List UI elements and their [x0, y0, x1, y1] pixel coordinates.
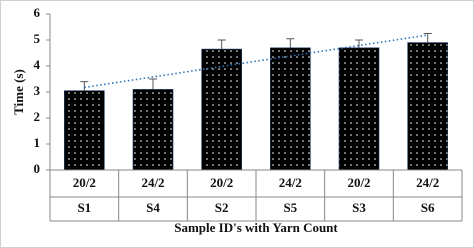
- x-tick-label: 20/2: [347, 175, 370, 190]
- y-tick-label: 6: [34, 5, 41, 20]
- y-tick-label: 5: [34, 31, 41, 46]
- x-tick-label: S4: [146, 200, 160, 215]
- bar: [132, 89, 174, 171]
- bar: [338, 47, 380, 171]
- y-tick-label: 3: [34, 83, 41, 98]
- x-tick-label: S6: [421, 200, 435, 215]
- bar: [201, 48, 242, 171]
- x-tick-label: 24/2: [141, 175, 164, 190]
- x-tick-label: S1: [77, 200, 91, 215]
- y-axis-title: Time (s): [11, 69, 26, 115]
- x-tick-label: 24/2: [279, 175, 302, 190]
- trendline: [84, 34, 428, 89]
- y-tick-label: 1: [34, 135, 41, 150]
- x-tick-label: S3: [352, 200, 366, 215]
- y-tick-label: 2: [34, 109, 41, 124]
- error-bar: [217, 39, 226, 50]
- y-tick-label: 4: [34, 57, 41, 72]
- error-bar: [423, 33, 432, 43]
- error-bar: [80, 81, 89, 91]
- x-axis-title: Sample ID's with Yarn Count: [174, 220, 338, 235]
- x-tick-label: S5: [283, 200, 297, 215]
- bar: [407, 42, 448, 171]
- x-tick-label: S2: [215, 200, 229, 215]
- x-tick-label: 20/2: [73, 175, 96, 190]
- error-bar: [355, 39, 363, 48]
- error-bar: [149, 78, 157, 90]
- y-tick-label: 0: [34, 161, 41, 176]
- bar: [270, 47, 311, 171]
- x-tick-label: 24/2: [416, 175, 439, 190]
- x-tick-label: 20/2: [210, 175, 233, 190]
- bar: [64, 90, 105, 171]
- error-bar: [286, 38, 295, 48]
